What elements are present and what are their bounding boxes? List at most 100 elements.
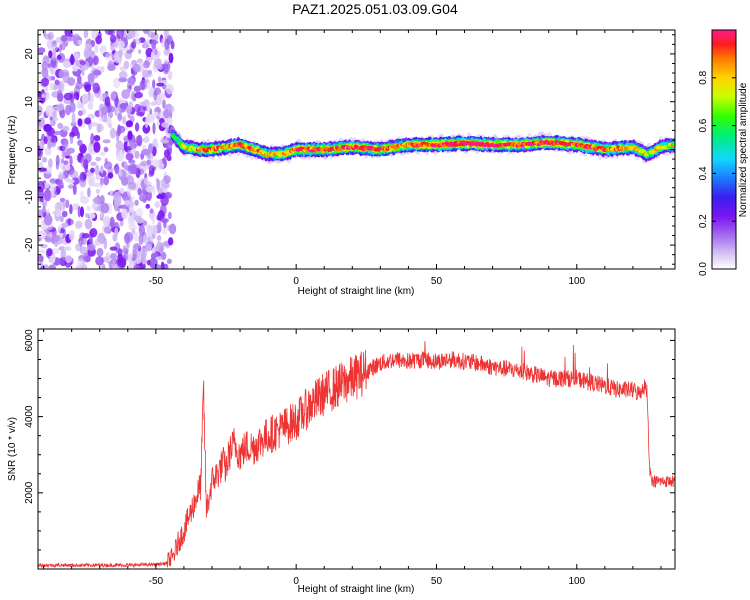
noise-blob (102, 139, 111, 144)
noise-blob (87, 174, 96, 185)
noise-blob (62, 60, 71, 68)
noise-blob (109, 91, 117, 101)
noise-blob (61, 210, 68, 218)
noise-blob (121, 89, 130, 99)
noise-blob (151, 159, 161, 169)
noise-blob (123, 233, 130, 245)
noise-blob (76, 100, 82, 109)
noise-blob (72, 33, 80, 39)
noise-blob (156, 194, 163, 199)
noise-blob (58, 70, 65, 79)
noise-blob (87, 102, 94, 110)
noise-blob (82, 252, 91, 263)
noise-blob (40, 117, 45, 127)
noise-blob (109, 189, 113, 197)
noise-blob (143, 60, 151, 69)
noise-blob (109, 253, 118, 260)
noise-blob (125, 105, 131, 115)
noise-blob (43, 123, 52, 133)
noise-blob (104, 30, 114, 36)
noise-blob (130, 196, 135, 201)
noise-blob (122, 115, 126, 125)
noise-blob (41, 77, 49, 87)
noise-blob (148, 86, 155, 95)
noise-blob (49, 82, 55, 91)
noise-blob (74, 39, 79, 45)
snr-x-tick-label: -50 (149, 576, 164, 587)
noise-blob (140, 247, 148, 259)
noise-blob (125, 152, 134, 161)
noise-blob (71, 112, 76, 125)
noise-blob (163, 48, 171, 56)
noise-blob (92, 55, 99, 66)
noise-blob (40, 264, 45, 269)
noise-blob (56, 92, 64, 103)
noise-blob (74, 220, 83, 230)
noise-blob (42, 205, 46, 217)
noise-blob (167, 105, 175, 113)
noise-blob (128, 159, 136, 164)
noise-blob (68, 184, 74, 189)
noise-blob (100, 106, 108, 116)
noise-blob (144, 73, 153, 78)
noise-blob (44, 91, 50, 101)
noise-blob (125, 120, 134, 128)
noise-blob (120, 127, 124, 133)
noise-blob (105, 252, 110, 262)
noise-blob (41, 93, 45, 99)
noise-blob (134, 256, 142, 264)
noise-blob (135, 218, 145, 224)
noise-blob (157, 76, 162, 83)
noise-blob (150, 224, 158, 235)
noise-blob (166, 36, 172, 45)
noise-blob (152, 247, 156, 254)
noise-blob (48, 140, 53, 149)
noise-blob (148, 143, 153, 154)
noise-blob (165, 132, 172, 138)
noise-blob (140, 160, 148, 167)
noise-blob (109, 34, 117, 43)
noise-blob (65, 104, 71, 116)
noise-blob (150, 253, 156, 260)
noise-blob (45, 209, 50, 216)
noise-blob (150, 32, 159, 41)
noise-blob (51, 234, 61, 242)
noise-blob (132, 249, 138, 260)
noise-blob (117, 257, 127, 268)
noise-blob (161, 122, 169, 128)
noise-blob (138, 224, 146, 236)
noise-blob (88, 212, 96, 219)
noise-blob (107, 172, 114, 179)
noise-blob (161, 251, 167, 261)
noise-blob (63, 160, 69, 166)
noise-blob (95, 188, 101, 195)
noise-blob (79, 174, 84, 182)
noise-blob (117, 40, 125, 49)
noise-blob (147, 259, 151, 266)
noise-blob (128, 181, 137, 190)
noise-blob (146, 189, 152, 202)
noise-blob (107, 64, 116, 71)
noise-blob (73, 91, 80, 100)
colorbar-tick-label: 0.8 (698, 70, 709, 84)
noise-blob (52, 116, 59, 122)
noise-blob (43, 189, 52, 202)
noise-blob (143, 136, 150, 143)
noise-blob (125, 200, 130, 206)
spectrogram-x-tick-label: 100 (568, 276, 585, 287)
noise-blob (103, 146, 109, 153)
noise-blob (166, 258, 172, 264)
noise-blob (49, 116, 53, 121)
noise-blob (77, 110, 83, 117)
noise-blob (152, 79, 156, 90)
noise-blob (156, 82, 165, 87)
noise-blob (156, 241, 161, 250)
noise-blob (90, 133, 95, 145)
spectrogram-x-tick-label: 0 (293, 276, 299, 287)
noise-blob (43, 214, 53, 226)
noise-blob (65, 164, 71, 171)
noise-blob (156, 178, 160, 191)
noise-blob (62, 164, 66, 173)
snr-x-tick-label: 0 (293, 576, 299, 587)
noise-blob (122, 245, 127, 254)
